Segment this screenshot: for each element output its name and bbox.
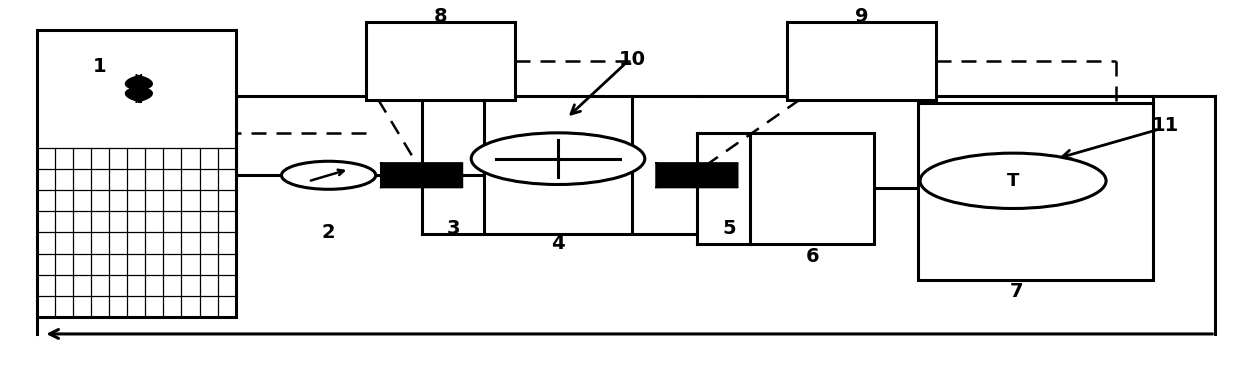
Circle shape <box>471 133 645 184</box>
Polygon shape <box>125 74 141 103</box>
Polygon shape <box>656 163 738 175</box>
Bar <box>366 22 515 100</box>
Polygon shape <box>136 74 153 103</box>
Bar <box>37 30 236 317</box>
Text: T: T <box>1007 172 1019 190</box>
Text: 10: 10 <box>619 49 646 69</box>
Circle shape <box>281 161 376 189</box>
Polygon shape <box>656 175 738 187</box>
Text: 4: 4 <box>552 234 564 253</box>
Polygon shape <box>381 163 422 187</box>
Polygon shape <box>381 163 463 175</box>
Text: 11: 11 <box>1152 116 1179 135</box>
Text: 7: 7 <box>1011 282 1023 301</box>
Polygon shape <box>656 163 697 187</box>
Text: 6: 6 <box>806 247 818 266</box>
Text: 2: 2 <box>322 223 335 242</box>
Circle shape <box>920 153 1106 208</box>
Text: 3: 3 <box>448 219 460 238</box>
Bar <box>787 22 936 100</box>
Bar <box>484 96 632 234</box>
Polygon shape <box>381 175 463 187</box>
Text: 1: 1 <box>93 57 105 76</box>
Bar <box>918 103 1153 280</box>
Text: 9: 9 <box>856 7 868 26</box>
Bar <box>750 133 874 244</box>
Text: 8: 8 <box>434 7 446 26</box>
Polygon shape <box>697 163 738 187</box>
Polygon shape <box>422 163 463 187</box>
Text: 5: 5 <box>723 219 735 238</box>
